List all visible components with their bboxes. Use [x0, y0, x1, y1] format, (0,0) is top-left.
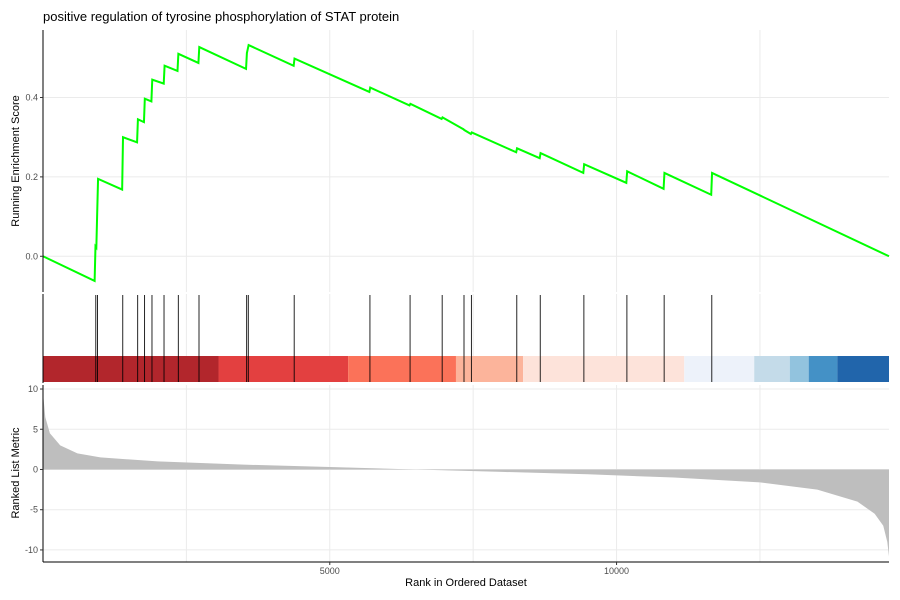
y-tick-label: 0	[33, 464, 38, 474]
rank-color-band	[789, 356, 809, 382]
rank-color-band	[218, 356, 349, 382]
metric-panel: 10 5 0 -5 -10 5000 10000 Ranked List Metric R…	[10, 384, 889, 589]
gene-hit-marks	[95, 295, 713, 382]
rank-color-band	[837, 356, 889, 382]
rank-color-bands	[43, 356, 889, 382]
metric-y-axis-title: Ranked List Metric	[10, 427, 22, 519]
enrichment-y-ticks: 0.0 0.2 0.4	[25, 92, 43, 261]
enrichment-y-axis-title: Running Enrichment Score	[10, 95, 22, 226]
running-enrichment-line	[42, 43, 890, 283]
ranked-list-metric-series	[43, 393, 889, 557]
y-tick-label: 10	[28, 384, 38, 394]
x-tick-label: 5000	[320, 566, 340, 576]
rank-color-band	[754, 356, 790, 382]
y-tick-label: -10	[25, 545, 38, 555]
hits-panel-grid	[185, 294, 761, 356]
ranked-list-metric-area	[43, 393, 889, 557]
y-tick-label: 0.4	[25, 92, 38, 102]
rank-color-band	[523, 356, 685, 382]
rank-color-band	[808, 356, 838, 382]
running-enrichment-series	[42, 43, 890, 283]
chart-title: positive regulation of tyrosine phosphor…	[43, 9, 399, 24]
metric-y-ticks: 10 5 0 -5 -10	[25, 384, 43, 555]
enrichment-panel-grid	[43, 30, 889, 292]
rank-color-band	[43, 356, 219, 382]
y-tick-label: -5	[30, 505, 38, 515]
x-tick-label: 10000	[604, 566, 629, 576]
y-tick-label: 0.2	[25, 172, 38, 182]
rank-color-band	[348, 356, 456, 382]
rank-color-band	[455, 356, 524, 382]
x-ticks: 5000 10000	[320, 562, 629, 576]
y-tick-label: 0.0	[25, 251, 38, 261]
enrichment-panel: 0.0 0.2 0.4 Running Enrichment Score	[10, 30, 890, 292]
y-tick-label: 5	[33, 424, 38, 434]
hits-panel	[42, 294, 889, 383]
rank-color-band	[684, 356, 755, 382]
x-axis-title: Rank in Ordered Dataset	[405, 577, 527, 589]
